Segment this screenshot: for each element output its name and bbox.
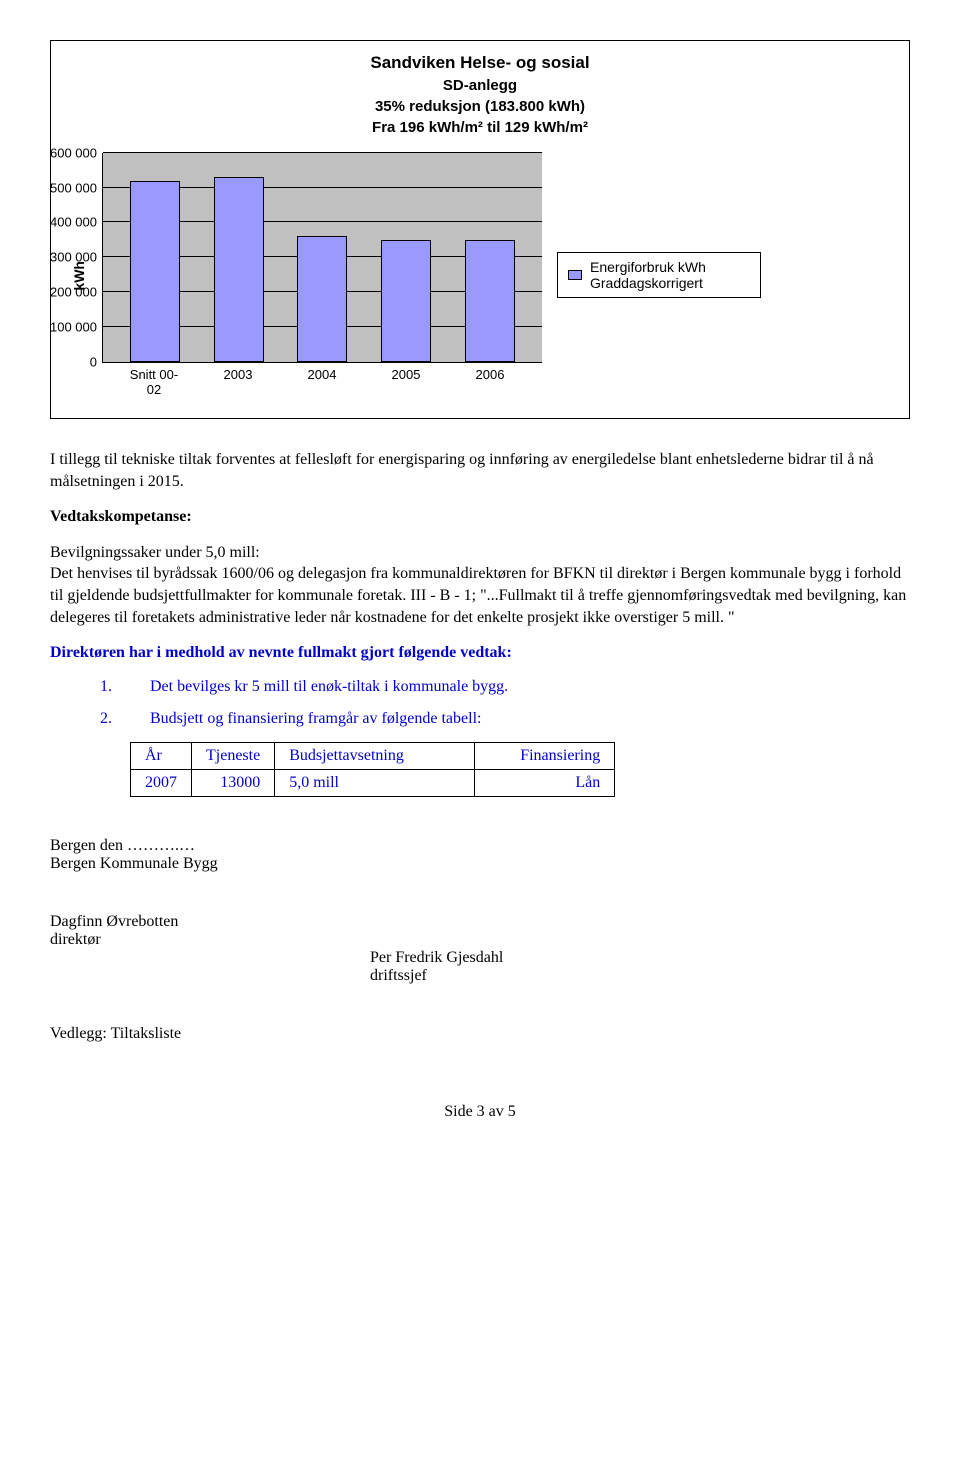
signature-block: Bergen den ……….… Bergen Kommunale Bygg D… — [50, 837, 910, 1043]
bevilgning-body: Det henvises til byrådssak 1600/06 og de… — [50, 565, 906, 625]
list-number-1: 1. — [100, 678, 120, 696]
paragraph-bevilgning: Bevilgningssaker under 5,0 mill: Det hen… — [50, 542, 910, 628]
budget-table: År Tjeneste Budsjettavsetning Finansieri… — [130, 742, 615, 797]
chart-subtitle-1: SD-anlegg — [71, 75, 889, 96]
chart-subtitle-3: Fra 196 kWh/m² til 129 kWh/m² — [71, 117, 889, 138]
sig1-title: direktør — [50, 931, 910, 949]
sig2-name: Per Fredrik Gjesdahl — [370, 949, 910, 967]
sig1-name: Dagfinn Øvrebotten — [50, 913, 910, 931]
chart-bar — [465, 240, 515, 362]
td-budget: 5,0 mill — [275, 769, 475, 796]
chart-x-ticks: Snitt 00-02 2003 2004 2005 2006 — [102, 367, 542, 398]
list-number-2: 2. — [100, 710, 120, 728]
td-year: 2007 — [131, 769, 192, 796]
sig-org-line: Bergen Kommunale Bygg — [50, 855, 910, 873]
th-financing: Finansiering — [475, 742, 615, 769]
bevilgning-lead: Bevilgningssaker under 5,0 mill: — [50, 544, 260, 561]
th-budget: Budsjettavsetning — [275, 742, 475, 769]
chart-bars — [103, 153, 542, 362]
vedtak-item-2: 2. Budsjett og finansiering framgår av f… — [100, 710, 910, 728]
chart-title-main: Sandviken Helse- og sosial — [71, 51, 889, 75]
td-service: 13000 — [192, 769, 275, 796]
chart-bar — [297, 236, 347, 361]
heading-vedtakskompetanse: Vedtakskompetanse: — [50, 506, 910, 528]
th-year: År — [131, 742, 192, 769]
chart-y-tick: 400 000 — [50, 215, 103, 230]
legend-swatch-icon — [568, 270, 582, 280]
chart-y-tick: 600 000 — [50, 145, 103, 160]
chart-bar — [381, 240, 431, 362]
energy-chart: Sandviken Helse- og sosial SD-anlegg 35%… — [50, 40, 910, 419]
vedtak-item-1: 1. Det bevilges kr 5 mill til enøk-tilta… — [100, 678, 910, 696]
td-financing: Lån — [475, 769, 615, 796]
paragraph-intro: I tillegg til tekniske tiltak forventes … — [50, 449, 910, 492]
attachment-line: Vedlegg: Tiltaksliste — [50, 1025, 910, 1043]
page-footer: Side 3 av 5 — [50, 1103, 910, 1121]
heading-direktoren-vedtak: Direktøren har i medhold av nevnte fullm… — [50, 642, 910, 664]
chart-x-tick: 2003 — [213, 367, 263, 398]
chart-y-tick: 300 000 — [50, 250, 103, 265]
chart-x-tick: 2006 — [465, 367, 515, 398]
list-text-2: Budsjett og finansiering framgår av følg… — [150, 710, 481, 728]
chart-y-tick: 200 000 — [50, 285, 103, 300]
chart-y-tick: 100 000 — [50, 319, 103, 334]
chart-x-tick: 2004 — [297, 367, 347, 398]
chart-x-tick: 2005 — [381, 367, 431, 398]
chart-bar — [130, 181, 180, 362]
chart-legend: Energiforbruk kWh Graddagskorrigert — [557, 252, 761, 298]
chart-x-tick: Snitt 00-02 — [129, 367, 179, 398]
vedtak-list: 1. Det bevilges kr 5 mill til enøk-tilta… — [50, 678, 910, 728]
chart-y-tick: 500 000 — [50, 180, 103, 195]
list-text-1: Det bevilges kr 5 mill til enøk-tiltak i… — [150, 678, 508, 696]
legend-label: Energiforbruk kWh Graddagskorrigert — [590, 259, 750, 291]
chart-plot-area: 0100 000200 000300 000400 000500 000600 … — [102, 153, 542, 398]
chart-title-group: Sandviken Helse- og sosial SD-anlegg 35%… — [71, 51, 889, 138]
th-service: Tjeneste — [192, 742, 275, 769]
chart-subtitle-2: 35% reduksjon (183.800 kWh) — [71, 96, 889, 117]
table-row: 2007 13000 5,0 mill Lån — [131, 769, 615, 796]
sig2-title: driftssjef — [370, 967, 910, 985]
table-header-row: År Tjeneste Budsjettavsetning Finansieri… — [131, 742, 615, 769]
chart-bar — [214, 177, 264, 362]
sig-date-line: Bergen den ……….… — [50, 837, 910, 855]
chart-y-tick: 0 — [90, 354, 103, 369]
